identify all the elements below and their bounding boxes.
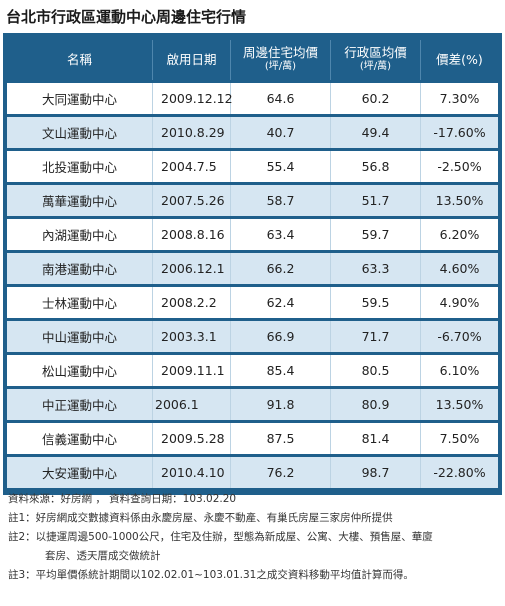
- cell-date: 2008.8.16: [152, 219, 230, 250]
- page-title: 台北市行政區運動中心周邊住宅行情: [6, 8, 247, 26]
- footnotes: 資料來源：好房網 ， 資料查詢日期：103.02.20 註1：好房網成交數據資料…: [8, 490, 500, 585]
- cell-date: 2004.7.5: [152, 151, 230, 182]
- cell-nearby: 76.2: [230, 457, 330, 488]
- cell-nearby: 63.4: [230, 219, 330, 250]
- cell-date: 2010.8.29: [152, 117, 230, 148]
- table-row: 大同運動中心 2009.12.12 64.6 60.2 7.30%: [7, 83, 498, 114]
- cell-nearby: 55.4: [230, 151, 330, 182]
- cell-date: 2009.5.28: [152, 423, 230, 454]
- cell-date: 2003.3.1: [152, 321, 230, 352]
- cell-name: 文山運動中心: [7, 117, 152, 148]
- cell-name: 中正運動中心: [7, 389, 152, 420]
- footnote-3: 註3：平均單價係統計期間以102.02.01~103.01.31之成交資料移動平…: [8, 569, 414, 581]
- cell-diff: -2.50%: [420, 151, 498, 182]
- table-row: 中正運動中心 2006.1 91.8 80.9 13.50%: [7, 389, 498, 420]
- cell-district: 98.7: [330, 457, 420, 488]
- cell-district: 80.5: [330, 355, 420, 386]
- cell-date: 2010.4.10: [152, 457, 230, 488]
- header-name: 名稱: [66, 52, 92, 67]
- cell-name: 內湖運動中心: [7, 219, 152, 250]
- cell-date: 2007.5.26: [152, 185, 230, 216]
- cell-name: 北投運動中心: [7, 151, 152, 182]
- cell-diff: -6.70%: [420, 321, 498, 352]
- cell-date: 2009.11.1: [152, 355, 230, 386]
- cell-district: 71.7: [330, 321, 420, 352]
- cell-name: 信義運動中心: [7, 423, 152, 454]
- cell-nearby: 66.2: [230, 253, 330, 284]
- table-row: 中山運動中心 2003.3.1 66.9 71.7 -6.70%: [7, 321, 498, 352]
- cell-district: 56.8: [330, 151, 420, 182]
- cell-district: 60.2: [330, 83, 420, 114]
- cell-date: 2008.2.2: [152, 287, 230, 318]
- cell-name: 大安運動中心: [7, 457, 152, 488]
- cell-district: 80.9: [330, 389, 420, 420]
- cell-district: 59.7: [330, 219, 420, 250]
- cell-name: 大同運動中心: [7, 83, 152, 114]
- table-row: 萬華運動中心 2007.5.26 58.7 51.7 13.50%: [7, 185, 498, 216]
- header-nearby-unit: (坪/萬): [264, 61, 297, 72]
- header-district-price: 行政區均價 (坪/萬): [330, 40, 420, 80]
- cell-name: 萬華運動中心: [7, 185, 152, 216]
- cell-diff: 6.20%: [420, 219, 498, 250]
- table-row: 松山運動中心 2009.11.1 85.4 80.5 6.10%: [7, 355, 498, 386]
- footnote-1: 註1：好房網成交數據資料係由永慶房屋、永慶不動產、有巢氏房屋三家房仲所提供: [8, 512, 393, 524]
- cell-name: 士林運動中心: [7, 287, 152, 318]
- table-row: 內湖運動中心 2008.8.16 63.4 59.7 6.20%: [7, 219, 498, 250]
- cell-district: 81.4: [330, 423, 420, 454]
- cell-nearby: 40.7: [230, 117, 330, 148]
- header-district-unit: (坪/萬): [359, 61, 392, 72]
- cell-diff: 7.30%: [420, 83, 498, 114]
- header-date: 啟用日期: [152, 40, 230, 80]
- cell-diff: 13.50%: [420, 185, 498, 216]
- price-table: 名稱 啟用日期 周邊住宅均價 (坪/萬) 行政區均價 (坪/萬) 價差(%) 大…: [7, 37, 498, 491]
- cell-nearby: 85.4: [230, 355, 330, 386]
- table-row: 北投運動中心 2004.7.5 55.4 56.8 -2.50%: [7, 151, 498, 182]
- cell-district: 49.4: [330, 117, 420, 148]
- cell-date: 2009.12.12: [152, 83, 233, 114]
- price-table-container: 名稱 啟用日期 周邊住宅均價 (坪/萬) 行政區均價 (坪/萬) 價差(%) 大…: [3, 33, 502, 495]
- source-note: 資料來源：好房網 ， 資料查詢日期：103.02.20: [8, 493, 237, 505]
- cell-district: 63.3: [330, 253, 420, 284]
- table-header-row: 名稱 啟用日期 周邊住宅均價 (坪/萬) 行政區均價 (坪/萬) 價差(%): [7, 40, 498, 80]
- cell-district: 59.5: [330, 287, 420, 318]
- cell-diff: 4.60%: [420, 253, 498, 284]
- cell-nearby: 58.7: [230, 185, 330, 216]
- cell-diff: 4.90%: [420, 287, 498, 318]
- cell-nearby: 66.9: [230, 321, 330, 352]
- cell-name: 南港運動中心: [7, 253, 152, 284]
- table-row: 文山運動中心 2010.8.29 40.7 49.4 -17.60%: [7, 117, 498, 148]
- header-nearby-price: 周邊住宅均價 (坪/萬): [230, 40, 330, 80]
- cell-diff: -17.60%: [420, 117, 498, 148]
- cell-name: 中山運動中心: [7, 321, 152, 352]
- cell-diff: -22.80%: [420, 457, 498, 488]
- cell-date: 2006.12.1: [152, 253, 230, 284]
- table-row: 南港運動中心 2006.12.1 66.2 63.3 4.60%: [7, 253, 498, 284]
- header-diff: 價差(%): [420, 40, 498, 80]
- cell-diff: 6.10%: [420, 355, 498, 386]
- table-row: 信義運動中心 2009.5.28 87.5 81.4 7.50%: [7, 423, 498, 454]
- cell-district: 51.7: [330, 185, 420, 216]
- cell-diff: 13.50%: [420, 389, 498, 420]
- cell-nearby: 64.6: [230, 83, 330, 114]
- table-row: 士林運動中心 2008.2.2 62.4 59.5 4.90%: [7, 287, 498, 318]
- footnote-2-continued: 套房、透天厝成交做統計: [45, 550, 161, 562]
- cell-date: 2006.1: [152, 389, 230, 420]
- table-row: 大安運動中心 2010.4.10 76.2 98.7 -22.80%: [7, 457, 498, 488]
- cell-diff: 7.50%: [420, 423, 498, 454]
- cell-nearby: 87.5: [230, 423, 330, 454]
- cell-nearby: 62.4: [230, 287, 330, 318]
- footnote-2: 註2：以捷運周邊500-1000公尺，住宅及住辦，型態為新成屋、公寓、大樓、預售…: [8, 531, 433, 543]
- cell-nearby: 91.8: [230, 389, 330, 420]
- cell-name: 松山運動中心: [7, 355, 152, 386]
